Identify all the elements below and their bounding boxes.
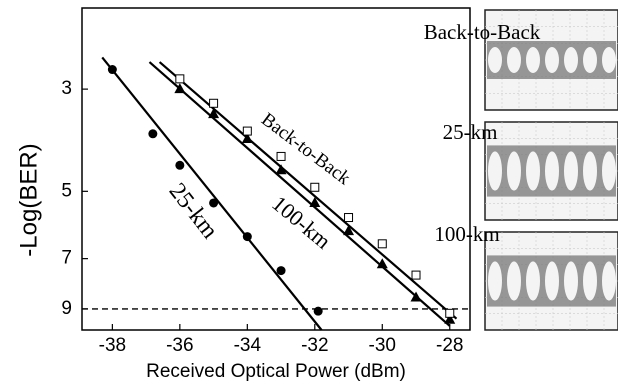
series-annotation: Back-to-Back — [257, 109, 354, 190]
data-point — [243, 127, 251, 135]
x-tick-label: -30 — [369, 335, 396, 356]
data-point — [446, 309, 454, 317]
x-tick-label: -36 — [166, 335, 193, 356]
eye-opening — [545, 47, 559, 73]
inset-label: Back-to-Back — [424, 20, 541, 44]
eye-opening — [526, 261, 540, 300]
eye-opening — [488, 47, 502, 73]
plot-frame — [82, 8, 470, 330]
data-point — [210, 99, 218, 107]
data-point — [175, 161, 184, 170]
x-tick-label: -38 — [99, 335, 126, 356]
data-point — [378, 240, 386, 248]
eye-opening — [526, 151, 540, 190]
data-point — [243, 232, 252, 241]
x-tick-label: -32 — [301, 335, 328, 356]
eye-opening — [507, 47, 521, 73]
eye-opening — [602, 261, 616, 300]
data-point — [277, 152, 285, 160]
y-tick-label: 3 — [61, 78, 72, 99]
data-point — [176, 75, 184, 83]
x-tick-label: -28 — [436, 335, 463, 356]
inset-label: 100-km — [434, 222, 499, 246]
data-point — [209, 198, 218, 207]
eye-opening — [564, 47, 578, 73]
eye-opening — [564, 151, 578, 190]
series-annotation: 100-km — [267, 191, 336, 254]
data-point — [108, 65, 117, 74]
eye-diagrams — [485, 10, 618, 330]
y-axis-label: -Log(BER) — [15, 143, 42, 256]
inset-label: 25-km — [443, 120, 498, 144]
eye-opening — [545, 151, 559, 190]
eye-opening — [564, 261, 578, 300]
x-axis-label: Received Optical Power (dBm) — [146, 361, 406, 382]
eye-opening — [602, 151, 616, 190]
eye-opening — [583, 151, 597, 190]
y-tick-label: 5 — [61, 180, 72, 201]
eye-opening — [526, 47, 540, 73]
data-point — [311, 183, 319, 191]
eye-opening — [602, 47, 616, 73]
eye-opening — [583, 47, 597, 73]
fit-line — [160, 62, 457, 319]
y-tick-label: 7 — [61, 248, 72, 269]
x-tick-label: -34 — [234, 335, 262, 356]
data-point — [345, 214, 353, 222]
series-annotation: 25-km — [164, 178, 223, 244]
eye-opening — [583, 261, 597, 300]
data-point — [314, 307, 323, 316]
data-point — [277, 266, 286, 275]
eye-opening — [507, 261, 521, 300]
y-tick-label: 9 — [61, 298, 72, 319]
eye-opening — [545, 261, 559, 300]
data-point — [148, 129, 157, 138]
eye-opening — [507, 151, 521, 190]
eye-opening — [488, 261, 502, 300]
eye-opening — [488, 151, 502, 190]
chart: Received Optical Power (dBm) -Log(BER) B… — [0, 0, 618, 386]
data-point — [412, 271, 420, 279]
